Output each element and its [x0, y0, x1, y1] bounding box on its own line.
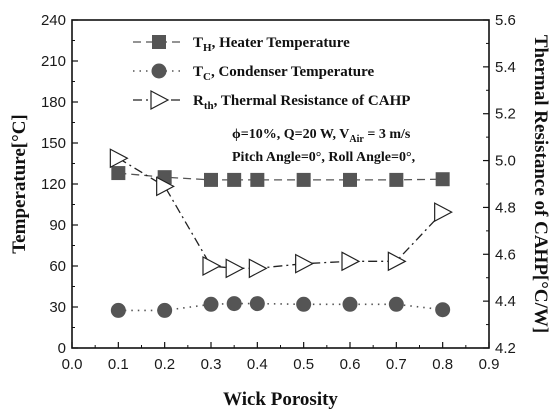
data-point-heater [204, 172, 218, 187]
data-point-heater [389, 172, 404, 187]
data-point-resistance [387, 251, 407, 272]
x-axis-title: Wick Porosity [223, 389, 338, 410]
y-right-tick-label: 5.6 [495, 12, 516, 29]
annotation-conditions: ϕ=10%, Q=20 W, VAir = 3 m/s [232, 127, 411, 145]
y-axis-left-title: Temperature[°C] [9, 114, 30, 254]
y-right-tick-label: 4.4 [495, 293, 516, 310]
y-left-tick-label: 30 [49, 299, 66, 316]
x-tick-label: 0.3 [201, 356, 222, 373]
data-point-condenser [435, 302, 451, 318]
data-point-resistance [341, 251, 361, 272]
series-line-heater [118, 172, 443, 181]
x-tick-label: 0.8 [432, 356, 453, 373]
data-point-resistance [202, 256, 222, 276]
data-point-heater [227, 172, 242, 187]
legend-entry-condenser: TC, Condenser Temperature [193, 64, 375, 83]
data-point-resistance [225, 258, 245, 279]
y-right-tick-label: 5.0 [495, 153, 516, 170]
annotation-angles: Pitch Angle=0°, Roll Angle=0°, [232, 150, 415, 165]
data-point-resistance [295, 253, 314, 274]
x-tick-label: 0.5 [293, 356, 314, 373]
legend-marker-resistance [150, 90, 170, 110]
legend-entry-heater: TH, Heater Temperature [193, 35, 350, 54]
legend-marker-condenser [151, 63, 167, 79]
y-right-tick-label: 5.4 [495, 59, 516, 76]
y-right-tick-label: 5.2 [495, 106, 516, 123]
data-point-heater [343, 172, 357, 187]
data-point-condenser [157, 302, 173, 318]
data-point-heater [250, 172, 265, 187]
x-tick-label: 0.4 [247, 356, 268, 373]
y-right-tick-label: 4.6 [495, 246, 516, 263]
y-right-tick-label: 4.8 [495, 199, 516, 216]
data-point-resistance [156, 176, 175, 197]
data-point-condenser [296, 296, 312, 312]
y-left-tick-label: 90 [49, 217, 66, 234]
data-point-heater [111, 166, 126, 181]
data-point-condenser [249, 296, 265, 312]
y-right-tick-label: 4.2 [495, 340, 516, 357]
data-point-resistance [248, 258, 268, 279]
x-tick-label: 0.0 [62, 356, 83, 373]
data-point-heater [296, 172, 311, 187]
data-point-condenser [110, 302, 126, 318]
y-axis-right-title: Thermal Resistance of CAHP[°C/W] [530, 35, 550, 333]
data-point-condenser [342, 296, 358, 312]
y-left-tick-label: 120 [41, 176, 66, 193]
y-left-tick-label: 0 [58, 340, 66, 357]
x-tick-label: 0.7 [386, 356, 407, 373]
x-tick-label: 0.9 [479, 356, 500, 373]
series-layer [109, 148, 453, 318]
x-tick-label: 0.1 [108, 356, 129, 373]
data-point-resistance [434, 202, 453, 223]
legend-entry-resistance: Rth, Thermal Resistance of CAHP [193, 93, 410, 112]
data-point-condenser [203, 296, 219, 312]
x-tick-label: 0.6 [340, 356, 361, 373]
legend-marker-heater [152, 35, 166, 49]
data-point-heater [435, 172, 450, 187]
y-left-tick-label: 150 [41, 135, 66, 152]
data-point-condenser [226, 296, 242, 312]
data-point-resistance [109, 148, 129, 169]
ticks-layer: 0.0 0.1 0.2 0.3 0.4 0.5 0.6 0.7 0.8 0.9 0 30 60 90 120… [41, 12, 516, 373]
y-left-tick-label: 240 [41, 12, 66, 29]
legend: TH, Heater Temperature TC, Condenser Tem… [133, 35, 410, 112]
x-tick-label: 0.2 [154, 356, 175, 373]
y-left-tick-label: 60 [49, 258, 66, 275]
y-left-tick-label: 210 [41, 53, 66, 70]
data-point-condenser [388, 296, 404, 312]
y-left-tick-label: 180 [41, 94, 66, 111]
